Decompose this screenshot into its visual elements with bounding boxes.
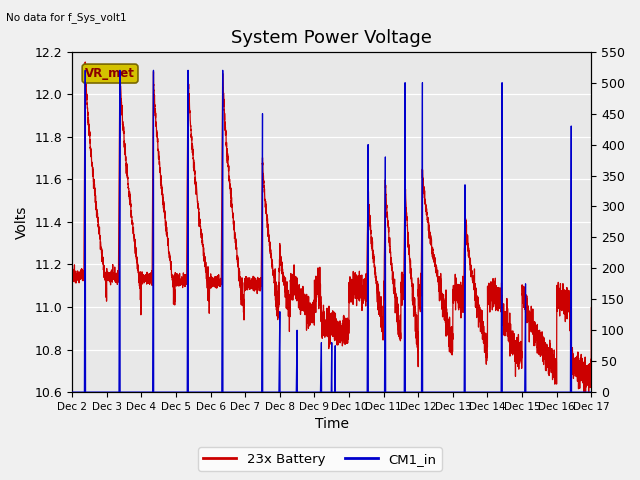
Text: No data for f_Sys_volt1: No data for f_Sys_volt1: [6, 12, 127, 23]
Title: System Power Voltage: System Power Voltage: [231, 29, 432, 48]
Y-axis label: Volts: Volts: [15, 205, 29, 239]
Legend: 23x Battery, CM1_in: 23x Battery, CM1_in: [198, 447, 442, 471]
X-axis label: Time: Time: [315, 418, 349, 432]
Text: VR_met: VR_met: [85, 67, 135, 80]
